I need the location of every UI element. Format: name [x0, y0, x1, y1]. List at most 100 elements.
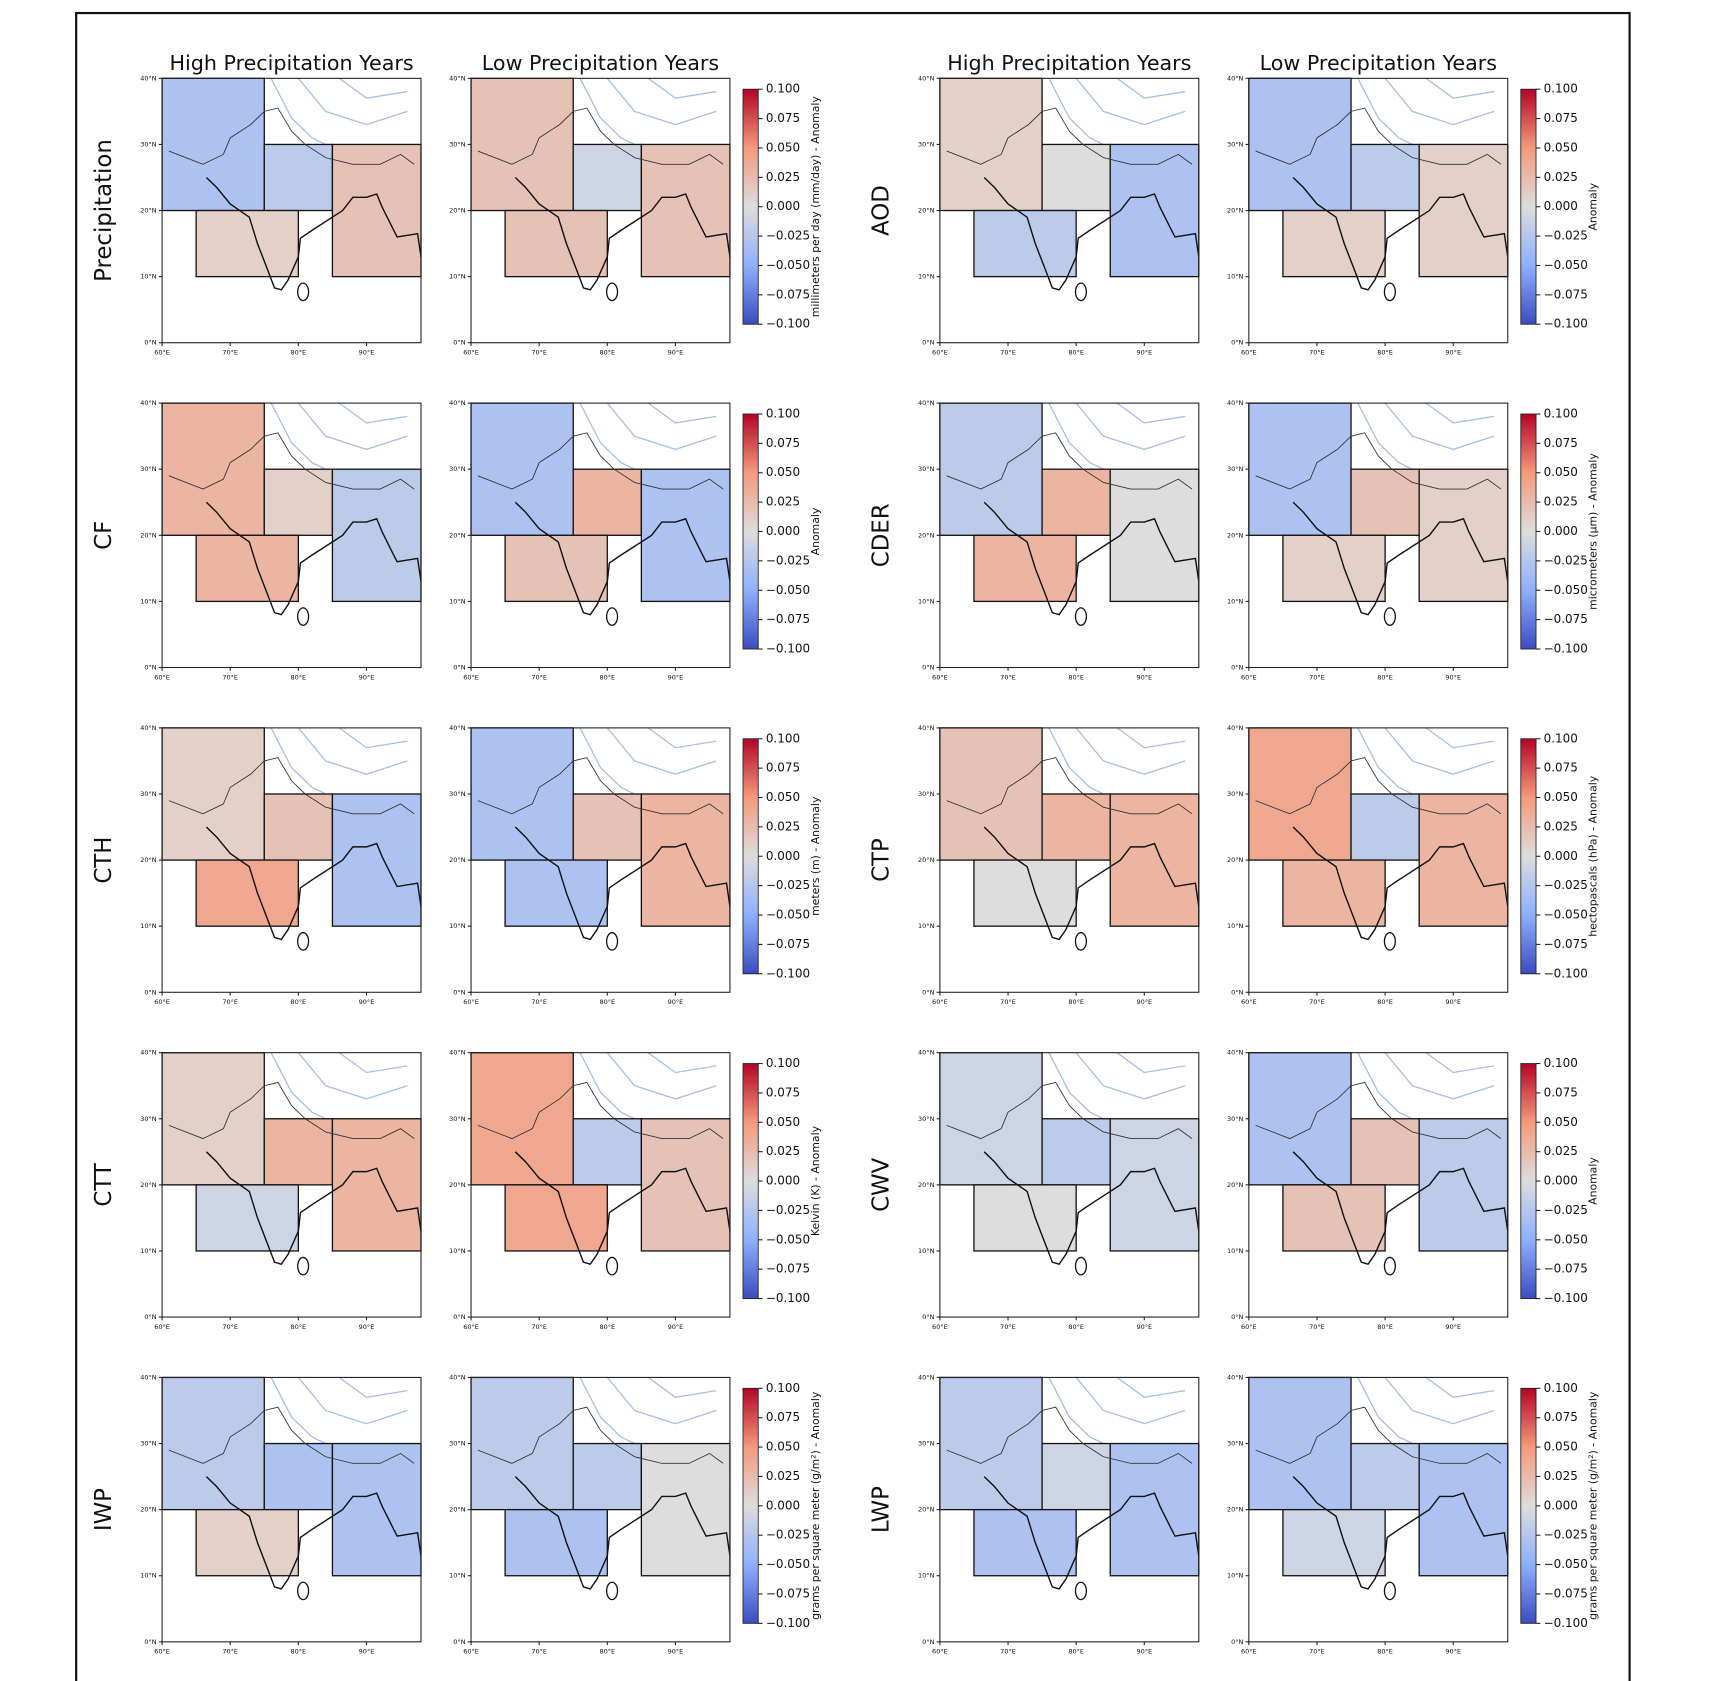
colorbar-label: Anomaly — [1587, 182, 1600, 230]
x-tick-label: 90°E — [1136, 998, 1152, 1006]
map: 60°E70°E80°E90°E0°N10°N20°N30°N40°N — [1227, 399, 1508, 681]
colorbar-tick-label: 0.075 — [1544, 1410, 1578, 1424]
x-tick-label: 90°E — [668, 1323, 684, 1331]
colorbar — [1521, 89, 1536, 324]
region-anomaly — [471, 1377, 573, 1509]
region-anomaly — [505, 211, 607, 277]
region-anomaly — [471, 728, 573, 860]
y-tick-label: 0°N — [144, 1313, 156, 1321]
y-tick-label: 10°N — [140, 597, 157, 605]
y-tick-label: 20°N — [918, 531, 935, 539]
row-label: CF — [91, 521, 117, 550]
region-anomaly — [940, 728, 1042, 860]
x-tick-label: 90°E — [1445, 1323, 1461, 1331]
map: 60°E70°E80°E90°E0°N10°N20°N30°N40°N — [140, 724, 421, 1006]
x-tick-label: 60°E — [463, 349, 479, 357]
region-anomaly — [1249, 78, 1351, 210]
y-tick-label: 10°N — [1227, 1572, 1244, 1580]
colorbar-tick-label: −0.050 — [1544, 1232, 1588, 1246]
y-tick-label: 0°N — [144, 339, 156, 347]
x-tick-label: 60°E — [932, 1648, 948, 1656]
map: 60°E70°E80°E90°E0°N10°N20°N30°N40°N — [140, 74, 421, 356]
x-tick-label: 80°E — [1068, 1323, 1084, 1331]
region-anomaly — [573, 144, 641, 210]
colorbar-tick-label: 0.075 — [766, 111, 800, 125]
y-tick-label: 30°N — [140, 1440, 157, 1448]
row-label: IWP — [91, 1488, 117, 1531]
y-tick-label: 20°N — [449, 856, 466, 864]
y-tick-label: 40°N — [1227, 399, 1244, 407]
region-anomaly — [940, 1053, 1042, 1185]
y-tick-label: 40°N — [918, 1049, 935, 1057]
colorbar-tick-label: −0.075 — [1544, 1262, 1588, 1276]
colorbar-tick-label: 0.050 — [1544, 1440, 1578, 1454]
colorbar-tick-label: 0.000 — [1544, 849, 1578, 863]
y-tick-label: 0°N — [1231, 988, 1243, 996]
region-anomaly — [1249, 1377, 1351, 1509]
region-anomaly — [573, 794, 641, 860]
y-tick-label: 30°N — [449, 465, 466, 473]
y-tick-label: 20°N — [1227, 856, 1244, 864]
x-tick-label: 80°E — [291, 998, 307, 1006]
region-anomaly — [196, 860, 298, 926]
y-tick-label: 0°N — [453, 339, 465, 347]
x-tick-label: 60°E — [1241, 349, 1257, 357]
column-title: Low Precipitation Years — [482, 51, 719, 75]
region-anomaly — [974, 535, 1076, 601]
colorbar-tick-label: 0.075 — [766, 761, 800, 775]
colorbar-tick-label: −0.050 — [766, 908, 810, 922]
y-tick-label: 40°N — [918, 1373, 935, 1381]
map: 60°E70°E80°E90°E0°N10°N20°N30°N40°N — [449, 399, 730, 681]
x-tick-label: 70°E — [222, 1648, 238, 1656]
colorbar-tick-label: 0.000 — [1544, 1174, 1578, 1188]
y-tick-label: 0°N — [922, 339, 934, 347]
region-anomaly — [162, 1377, 264, 1509]
y-tick-label: 10°N — [1227, 273, 1244, 281]
colorbar-tick-label: −0.075 — [1544, 1586, 1588, 1600]
colorbar-tick-label: 0.100 — [766, 1381, 800, 1395]
colorbar-tick-label: 0.100 — [1544, 82, 1578, 96]
region-anomaly — [573, 1119, 641, 1185]
colorbar-tick-label: −0.100 — [1544, 1291, 1588, 1305]
row-label: LWP — [869, 1486, 895, 1533]
x-tick-label: 70°E — [531, 998, 547, 1006]
x-tick-label: 60°E — [463, 1648, 479, 1656]
region-anomaly — [1249, 403, 1351, 535]
row-label: Precipitation — [91, 139, 117, 282]
y-tick-label: 30°N — [449, 1440, 466, 1448]
colorbar-tick-label: −0.075 — [766, 612, 810, 626]
y-tick-label: 10°N — [449, 273, 466, 281]
colorbar — [743, 1064, 758, 1299]
colorbar-tick-label: −0.075 — [1544, 612, 1588, 626]
colorbar-tick-label: 0.025 — [1544, 819, 1578, 833]
map: 60°E70°E80°E90°E0°N10°N20°N30°N40°N — [918, 724, 1199, 1006]
colorbar-tick-label: 0.050 — [1544, 140, 1578, 154]
y-tick-label: 20°N — [140, 207, 157, 215]
x-tick-label: 60°E — [932, 998, 948, 1006]
region-anomaly — [1351, 469, 1419, 535]
x-tick-label: 80°E — [1377, 998, 1393, 1006]
colorbar-label: meters (m) - Anomaly — [809, 796, 822, 916]
y-tick-label: 20°N — [140, 1181, 157, 1189]
x-tick-label: 70°E — [1000, 998, 1016, 1006]
x-tick-label: 80°E — [1068, 349, 1084, 357]
x-tick-label: 80°E — [599, 673, 615, 681]
colorbar — [743, 89, 758, 324]
colorbar-label: grams per square meter (g/m²) - Anomaly — [809, 1391, 822, 1620]
colorbar-tick-label: −0.050 — [1544, 1557, 1588, 1571]
x-tick-label: 80°E — [599, 998, 615, 1006]
x-tick-label: 90°E — [1445, 1648, 1461, 1656]
x-tick-label: 90°E — [1445, 349, 1461, 357]
colorbar-label: hectopascals (hPa) - Anomaly — [1587, 775, 1600, 937]
y-tick-label: 20°N — [140, 856, 157, 864]
colorbar-tick-label: 0.025 — [766, 495, 800, 509]
region-anomaly — [1351, 144, 1419, 210]
region-anomaly — [1249, 728, 1351, 860]
colorbar-tick-label: 0.100 — [1544, 406, 1578, 420]
region-anomaly — [196, 211, 298, 277]
colorbar-tick-label: −0.025 — [1544, 1203, 1588, 1217]
